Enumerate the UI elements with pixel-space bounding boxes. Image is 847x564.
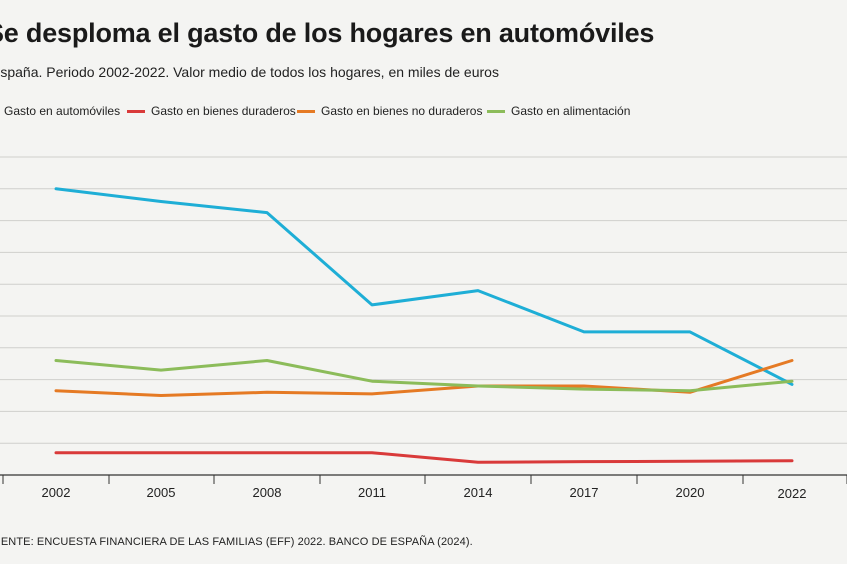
legend-item-no-duraderos: Gasto en bienes no duraderos (297, 104, 482, 118)
legend-item-alimentacion: Gasto en alimentación (487, 104, 630, 118)
legend-label-no-duraderos: Gasto en bienes no duraderos (321, 104, 483, 118)
legend-item-automoviles: Gasto en automóviles (0, 104, 120, 118)
legend-swatch-no-duraderos (297, 109, 315, 113)
legend-item-duraderos: Gasto en bienes duraderos (127, 104, 296, 118)
legend-label-duraderos: Gasto en bienes duraderos (151, 104, 296, 118)
x-tick-label-2005: 2005 (147, 485, 176, 500)
series-lines (54, 187, 794, 464)
x-axis (0, 474, 847, 484)
gridlines (0, 156, 847, 444)
series-line-gasto-en-alimentación (54, 359, 794, 393)
legend-label-automoviles: Gasto en automóviles (4, 104, 121, 118)
series-line-gasto-en-automóviles (54, 187, 794, 386)
legend-label-alimentacion: Gasto en alimentación (511, 104, 631, 118)
x-tick-labels: 2002 2005 2008 2011 2014 2017 2020 2022 (42, 485, 807, 501)
x-tick-label-2002: 2002 (42, 485, 71, 500)
x-tick-label-2011: 2011 (358, 485, 386, 500)
chart-subtitle: España. Periodo 2002-2022. Valor medio d… (0, 64, 499, 80)
series-line-gasto-en-bienes-duraderos (54, 451, 794, 464)
x-tick-label-2022: 2022 (778, 486, 807, 501)
x-tick-label-2008: 2008 (253, 485, 282, 500)
x-tick-label-2014: 2014 (464, 485, 493, 500)
chart-title: Se desploma el gasto de los hogares en a… (0, 18, 655, 48)
legend-swatch-duraderos (127, 109, 145, 113)
source-note: FUENTE: ENCUESTA FINANCIERA DE LAS FAMIL… (0, 536, 473, 548)
x-tick-label-2020: 2020 (676, 485, 705, 500)
legend-swatch-alimentacion (487, 109, 505, 113)
x-tick-label-2017: 2017 (570, 485, 599, 500)
